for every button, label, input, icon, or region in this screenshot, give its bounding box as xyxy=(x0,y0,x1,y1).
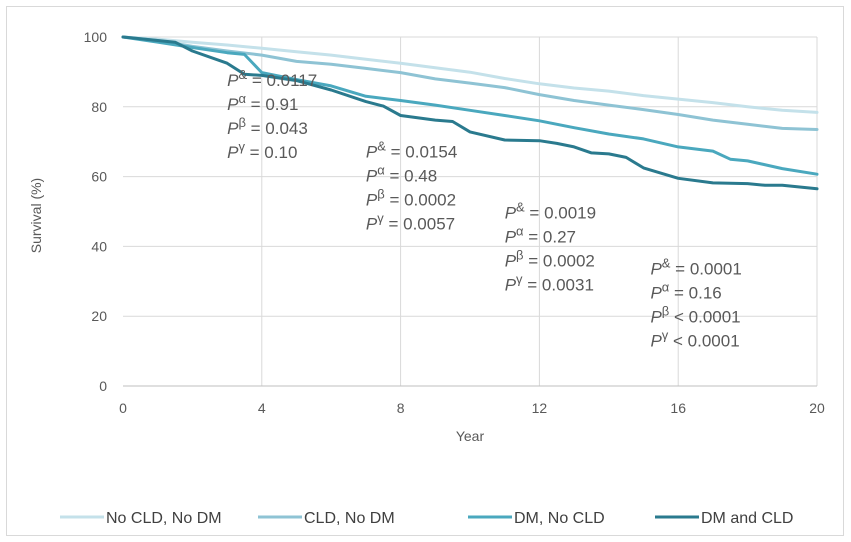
annotation-line: Pβ = 0.043 xyxy=(227,115,308,138)
x-tick-label: 0 xyxy=(119,400,127,416)
legend-label: DM, No CLD xyxy=(514,510,605,527)
annotation-line: Pγ = 0.10 xyxy=(227,139,297,162)
annotation-line: P& = 0.0154 xyxy=(366,138,457,161)
legend-item-1: No CLD, No DM xyxy=(60,510,222,527)
grid-lines xyxy=(123,36,818,386)
legend-label: No CLD, No DM xyxy=(106,510,222,527)
legend-item-3: DM, No CLD xyxy=(468,510,605,527)
y-tick-label: 0 xyxy=(99,378,107,394)
x-tick-label: 20 xyxy=(809,400,825,416)
y-tick-label: 60 xyxy=(91,169,107,185)
annotation-line: Pα = 0.16 xyxy=(650,279,721,302)
legend-item-2: CLD, No DM xyxy=(258,510,395,527)
y-tick-label: 20 xyxy=(91,308,107,324)
axes: 0 20 40 60 80 100 0 4 8 12 16 20 xyxy=(84,29,825,416)
legend-label: CLD, No DM xyxy=(304,510,395,527)
annotation-line: Pγ < 0.0001 xyxy=(650,327,739,350)
x-tick-label: 4 xyxy=(258,400,266,416)
annotation-line: Pγ = 0.0031 xyxy=(505,271,594,294)
legend-label: DM and CLD xyxy=(701,510,793,527)
series-lines xyxy=(121,35,819,191)
y-tick-label: 100 xyxy=(84,29,108,45)
series-line-1 xyxy=(121,35,819,114)
annotation-line: Pα = 0.48 xyxy=(366,162,437,185)
annotation-line: Pα = 0.91 xyxy=(227,91,298,114)
annotation-line: P& = 0.0001 xyxy=(650,255,741,278)
series-line-3 xyxy=(121,35,819,176)
annotation-line: Pα = 0.27 xyxy=(505,223,576,246)
x-tick-label: 12 xyxy=(532,400,548,416)
x-axis-title: Year xyxy=(456,428,485,444)
annotation-line: P& = 0.0019 xyxy=(505,199,596,222)
legend-item-4: DM and CLD xyxy=(655,510,793,527)
legend: No CLD, No DM CLD, No DM DM, No CLD DM and … xyxy=(60,510,793,527)
annotation-line: P& = 0.0117 xyxy=(227,67,317,90)
chart-frame xyxy=(6,6,844,536)
annotation-line: Pβ = 0.0002 xyxy=(505,247,595,270)
x-tick-label: 16 xyxy=(670,400,686,416)
annotation-line: Pγ = 0.0057 xyxy=(366,210,455,233)
y-axis-title: Survival (%) xyxy=(28,178,44,253)
x-tick-label: 8 xyxy=(397,400,405,416)
y-tick-label: 40 xyxy=(91,238,107,254)
annotation-line: Pβ < 0.0001 xyxy=(650,303,740,326)
annotation-line: Pβ = 0.0002 xyxy=(366,186,456,209)
y-tick-label: 80 xyxy=(91,99,107,115)
series-line-4 xyxy=(121,35,819,191)
